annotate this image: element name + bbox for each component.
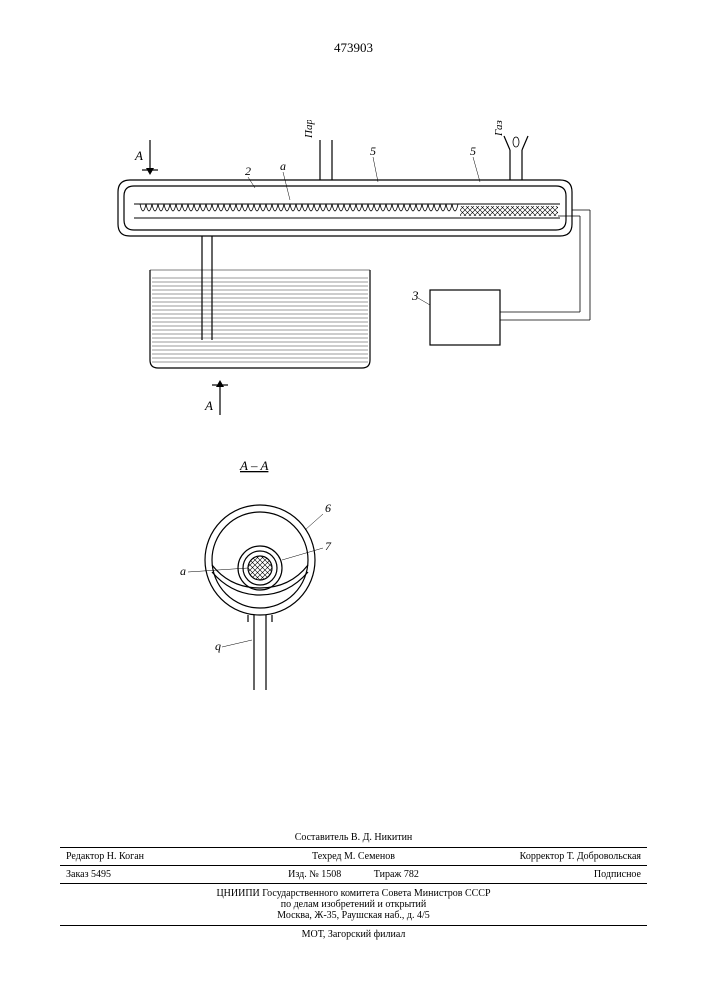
techred-name: М. Семенов [344,851,395,862]
org-line-3: Москва, Ж-35, Раушская наб., д. 4/5 [60,910,647,921]
org-line-4: МОТ, Загорский филиал [60,925,647,940]
gas-label: Газ [493,120,505,137]
drawing-svg: A Пар Газ [90,120,630,720]
section-mark-top: A [134,140,158,175]
callout-5a: 5 [370,144,376,158]
callout-7: 7 [325,539,332,553]
callout-q: q [215,639,221,653]
order-cell: Заказ 5495 [60,866,256,884]
technical-drawing: A Пар Газ [90,120,630,720]
vapor-label: Пар [303,120,315,139]
inner-tube [134,204,560,218]
corrector-label: Корректор [520,851,565,862]
callout-6: 6 [325,501,331,515]
patent-number: 473903 [334,40,373,56]
table-row: Заказ 5495 Изд. № 1508 Тираж 782 Подписн… [60,866,647,884]
callout-5b: 5 [470,144,476,158]
editor-label: Редактор [66,851,104,862]
callout-a-top: a [280,159,286,173]
right-wire [500,210,590,320]
callout-3: 3 [411,288,419,303]
org-line-1: ЦНИИПИ Государственного комитета Совета … [60,888,647,899]
section-a-top: A [134,148,143,163]
section-title: A – A [239,458,268,473]
callout-a-sec: a [180,564,186,578]
credit-table: Редактор Н. Коган Техред М. Семенов Корр… [60,847,647,884]
box-3 [430,290,500,345]
corrector-name: Т. Добровольская [567,851,641,862]
reservoir [150,270,370,368]
section-a-bottom: A [204,398,213,413]
section-aa [205,505,315,690]
callout-2: 2 [245,164,251,178]
editor-name: Н. Коган [107,851,144,862]
tirazh-cell: Тираж 782 [374,869,419,880]
org-line-2: по делам изобретений и открытий [60,899,647,910]
podpis-cell: Подписное [451,866,647,884]
techred-label: Техред [312,851,341,862]
compiler-line: Составитель В. Д. Никитин [60,832,647,843]
table-row: Редактор Н. Коган Техред М. Семенов Корр… [60,848,647,866]
footer-block: Составитель В. Д. Никитин Редактор Н. Ко… [60,830,647,940]
izd-cell: Изд. № 1508 [288,869,341,880]
top-outlets: Пар Газ [303,120,528,180]
section-mark-bottom: A [204,380,228,415]
